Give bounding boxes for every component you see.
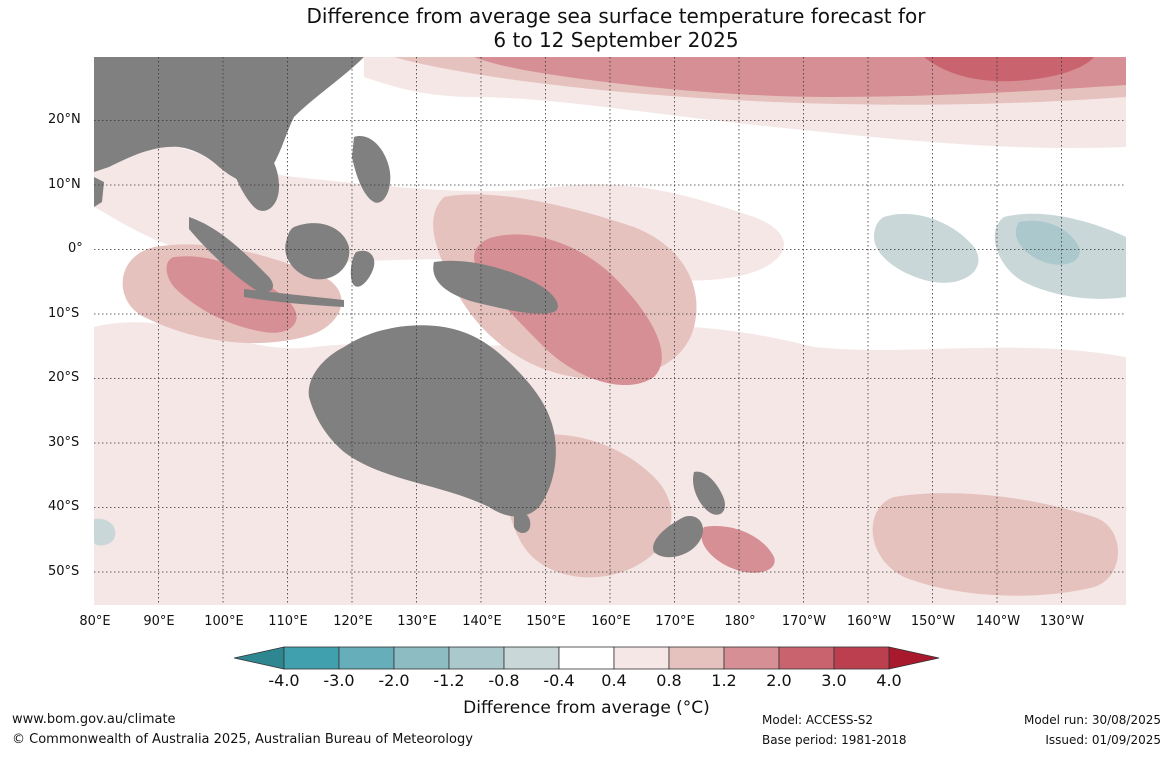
- lon-label-130e: 130°E: [397, 614, 437, 629]
- chart-title: Difference from average sea surface temp…: [0, 4, 1173, 52]
- lon-label-140w: 140°W: [975, 614, 1021, 629]
- lon-label-130w: 130°W: [1039, 614, 1085, 629]
- lat-label-10n: 10°N: [48, 177, 81, 192]
- lat-label-40s: 40°S: [48, 499, 80, 514]
- colorbar-segment-9: [723, 646, 780, 670]
- land-java: [244, 289, 344, 307]
- colorbar-tick-10: 2.0: [766, 671, 792, 690]
- title-line-2: 6 to 12 September 2025: [493, 28, 739, 52]
- colorbar-tick-1: -4.0: [268, 671, 300, 690]
- land-new-guinea: [433, 260, 558, 314]
- colorbar-tick-8: 0.8: [656, 671, 682, 690]
- land-sumatra: [189, 217, 274, 293]
- colorbar-tick-2: -3.0: [323, 671, 355, 690]
- lon-label-160e: 160°E: [591, 614, 631, 629]
- colorbar-segment-3: [393, 646, 450, 670]
- lat-label-30s: 30°S: [48, 435, 80, 450]
- colorbar-extend-high: [888, 646, 940, 670]
- colorbar-title: Difference from average (°C): [463, 698, 710, 718]
- website-link[interactable]: www.bom.gov.au/climate: [12, 712, 176, 727]
- land-nz-north: [693, 471, 725, 515]
- land-philippines: [352, 136, 391, 203]
- colorbar-segment-11: [833, 646, 890, 670]
- colorbar-tick-6: -0.4: [543, 671, 575, 690]
- graticule: [94, 57, 1126, 605]
- land-nz-south: [653, 516, 704, 558]
- land-layer: [94, 57, 725, 558]
- colorbar-tick-12: 4.0: [876, 671, 902, 690]
- colorbar-tick-9: 1.2: [711, 671, 737, 690]
- colorbar-segment-7: [613, 646, 670, 670]
- colorbar-segment-2: [338, 646, 395, 670]
- land-australia: [308, 325, 556, 517]
- lat-label-0: 0°: [68, 241, 83, 256]
- lon-label-140e: 140°E: [462, 614, 502, 629]
- lon-label-150w: 150°W: [910, 614, 956, 629]
- land-tasmania: [514, 511, 531, 533]
- lon-label-170e: 170°E: [655, 614, 695, 629]
- anomaly-region-cool-south-indian: [94, 518, 116, 546]
- colorbar-segment-1: [283, 646, 340, 670]
- colorbar-segment-4: [448, 646, 505, 670]
- model-run-date: Model run: 30/08/2025: [1023, 713, 1161, 727]
- colorbar-tick-3: -2.0: [378, 671, 410, 690]
- title-line-1: Difference from average sea surface temp…: [306, 4, 926, 28]
- lon-label-90e: 90°E: [143, 614, 175, 629]
- lon-label-120e: 120°E: [333, 614, 373, 629]
- lat-label-10s: 10°S: [48, 306, 80, 321]
- colorbar-segment-5: [503, 646, 560, 670]
- colorbar-segment-8: [668, 646, 725, 670]
- model-name: Model: ACCESS-S2: [762, 713, 874, 727]
- lat-label-20n: 20°N: [48, 112, 81, 127]
- lon-label-160w: 160°W: [846, 614, 892, 629]
- land-asia: [94, 57, 364, 183]
- lon-label-100e: 100°E: [204, 614, 244, 629]
- colorbar-segment-10: [778, 646, 835, 670]
- land-sulawesi: [350, 250, 375, 287]
- lon-label-180: 180°: [724, 614, 756, 629]
- map-svg: [94, 57, 1126, 605]
- lon-label-170w: 170°W: [781, 614, 827, 629]
- colorbar-extend-low: [233, 646, 285, 670]
- colorbar-tick-7: 0.4: [601, 671, 627, 690]
- land-sri-lanka: [94, 177, 104, 207]
- colorbar-svg: [233, 646, 940, 670]
- anomaly-region-strong-indonesia: [166, 256, 297, 333]
- anomaly-region-strong-nz: [701, 526, 775, 573]
- land-borneo: [285, 223, 350, 280]
- land-indochina: [229, 136, 279, 211]
- copyright-text: © Commonwealth of Australia 2025, Austra…: [12, 732, 473, 747]
- lon-label-150e: 150°E: [526, 614, 566, 629]
- anomaly-region-cool-core: [1015, 220, 1080, 265]
- lat-label-50s: 50°S: [48, 564, 80, 579]
- colorbar-tick-5: -0.8: [488, 671, 520, 690]
- anomaly-region-cool-central-pacific: [874, 213, 979, 283]
- colorbar-segment-6: [558, 646, 615, 670]
- issued-date: Issued: 01/09/2025: [1045, 733, 1161, 747]
- sst-anomaly-map: [94, 57, 1126, 605]
- colorbar-tick-4: -1.2: [433, 671, 465, 690]
- lat-label-20s: 20°S: [48, 370, 80, 385]
- colorbar-tick-11: 3.0: [821, 671, 847, 690]
- anomaly-region-moderate-se-pacific: [872, 493, 1118, 596]
- lon-label-110e: 110°E: [268, 614, 308, 629]
- lon-label-80e: 80°E: [79, 614, 111, 629]
- base-period: Base period: 1981-2018: [762, 733, 907, 747]
- anomaly-region-strong-bismarck: [474, 234, 662, 386]
- anomaly-region-very-strong-north: [924, 57, 1094, 82]
- colorbar-legend: [233, 646, 940, 670]
